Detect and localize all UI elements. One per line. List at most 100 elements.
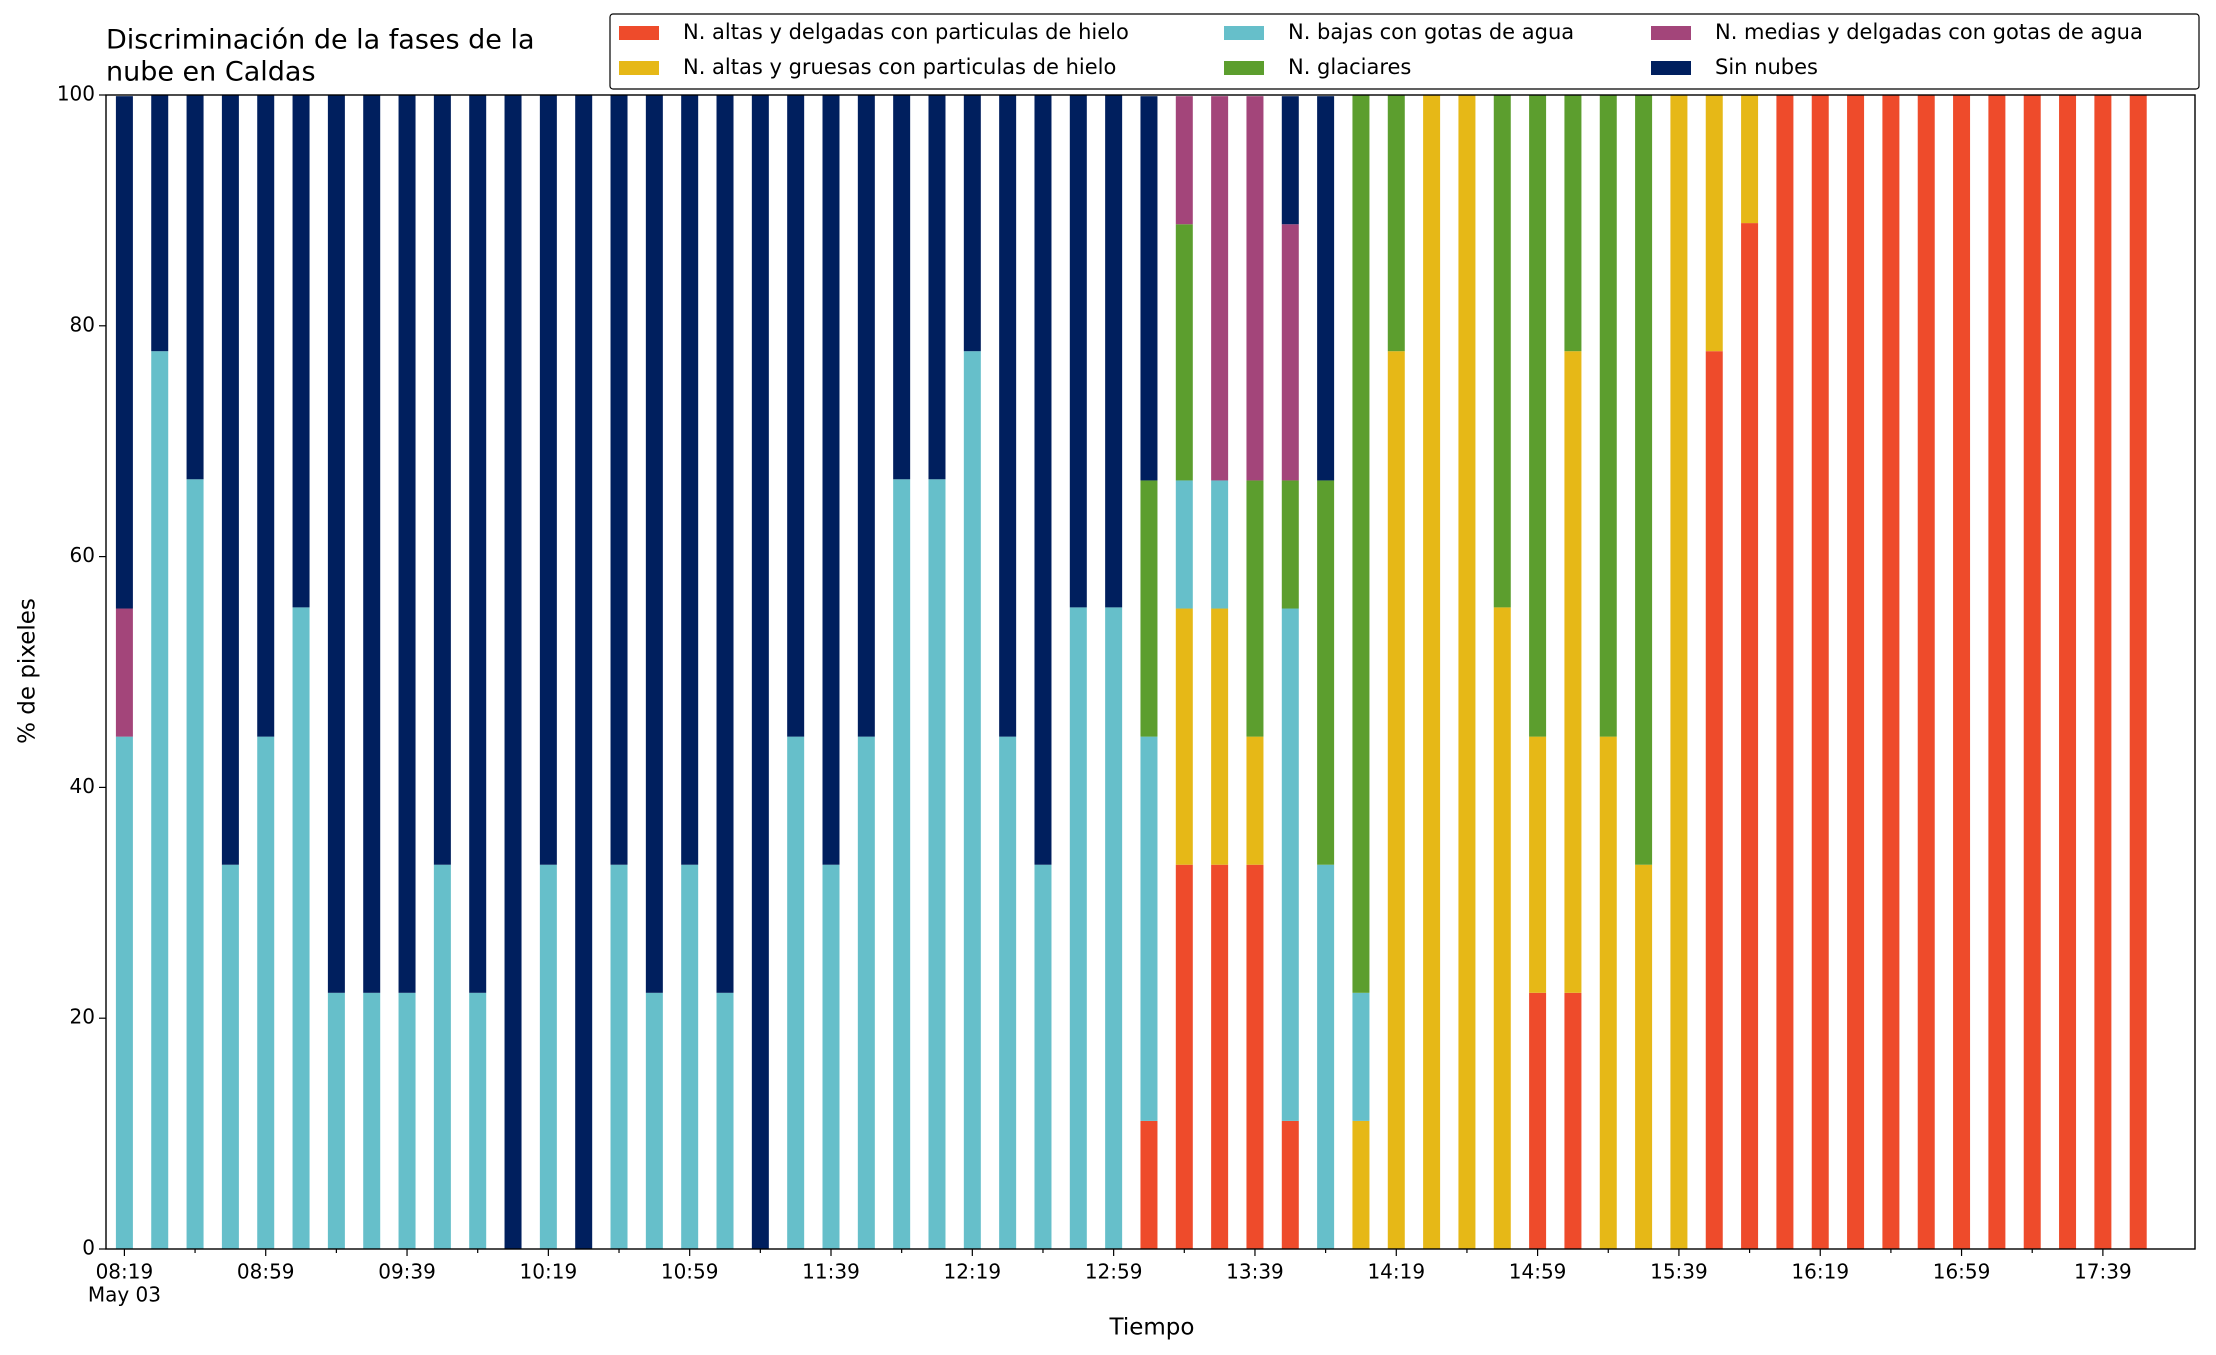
- bar-segment: [1175, 608, 1193, 865]
- y-tick-label: 0: [82, 1236, 95, 1260]
- bar-segment: [999, 736, 1017, 1249]
- x-tick-label: 10:59: [661, 1260, 719, 1284]
- bar-segment: [610, 95, 628, 865]
- bar-segment: [1317, 480, 1335, 865]
- bar-segment: [645, 95, 663, 993]
- bar-segment: [1246, 96, 1264, 481]
- bar-segment: [1741, 223, 1759, 1249]
- bar-segment: [1034, 864, 1052, 1249]
- bar-segment: [1811, 95, 1829, 1249]
- bar-segment: [1317, 96, 1335, 481]
- bar-segment: [787, 736, 805, 1249]
- x-tick-label: 12:19: [943, 1260, 1001, 1284]
- bar-segment: [1599, 736, 1617, 1249]
- legend-label: N. bajas con gotas de agua: [1288, 20, 1574, 44]
- bar-segment: [1423, 95, 1441, 1249]
- bar-segment: [186, 95, 204, 480]
- bar-segment: [327, 992, 345, 1249]
- bar-segment: [1564, 95, 1582, 352]
- bar-segment: [1281, 96, 1299, 225]
- chart-title: nube en Caldas: [106, 57, 316, 88]
- bar-segment: [1529, 95, 1547, 737]
- bar-segment: [1352, 992, 1370, 1121]
- bar-segment: [1493, 95, 1511, 608]
- bar-segment: [1140, 96, 1158, 481]
- bar-segment: [1776, 95, 1794, 1249]
- bar-segment: [1847, 95, 1865, 1249]
- bar-segment: [1105, 607, 1123, 1249]
- bar-segment: [115, 96, 133, 609]
- bar-segment: [469, 992, 487, 1249]
- bar-segment: [716, 95, 734, 993]
- bar-segment: [327, 95, 345, 993]
- y-tick-label: 60: [70, 543, 95, 567]
- bar-segment: [1705, 95, 1723, 352]
- bar-segment: [1211, 480, 1229, 609]
- bar-segment: [257, 736, 275, 1249]
- bar-segment: [1211, 96, 1229, 481]
- legend-label: N. glaciares: [1288, 55, 1411, 79]
- bar-segment: [469, 95, 487, 993]
- bar-segment: [433, 864, 451, 1249]
- bar-segment: [1352, 1120, 1370, 1249]
- bar-segment: [1246, 736, 1264, 865]
- x-tick-label: 16:19: [1791, 1260, 1849, 1284]
- bar-segment: [716, 992, 734, 1249]
- bar-segment: [1281, 480, 1299, 609]
- bar-segment: [363, 95, 381, 993]
- bar-segment: [1458, 95, 1476, 1249]
- bar-segment: [1635, 95, 1653, 865]
- legend-swatch: [619, 61, 659, 75]
- bar-segment: [1741, 95, 1759, 224]
- bar-segment: [857, 95, 875, 737]
- y-tick-label: 40: [70, 774, 95, 798]
- bar-segment: [822, 95, 840, 865]
- bar-segment: [1034, 95, 1052, 865]
- x-date-label: May 03: [88, 1283, 161, 1307]
- bar-segment: [1988, 95, 2006, 1249]
- bar-segment: [151, 95, 169, 352]
- y-axis-label: % de pixeles: [15, 598, 41, 744]
- bar-segment: [1175, 224, 1193, 481]
- x-tick-label: 08:19: [96, 1260, 154, 1284]
- bar-segment: [999, 95, 1017, 737]
- bar-segment: [1599, 95, 1617, 737]
- bar-segment: [1105, 95, 1123, 608]
- bar-segment: [433, 95, 451, 865]
- legend-label: N. altas y delgadas con particulas de hi…: [683, 20, 1129, 44]
- bar-segment: [893, 95, 911, 480]
- legend-swatch: [1224, 26, 1264, 40]
- bar-segment: [1140, 1120, 1158, 1249]
- x-tick-label: 17:39: [2074, 1260, 2132, 1284]
- legend-swatch: [1651, 61, 1691, 75]
- bar-segment: [1211, 608, 1229, 865]
- bar-segment: [1529, 736, 1547, 993]
- bar-segment: [1953, 95, 1971, 1249]
- bar-segment: [221, 95, 239, 865]
- bar-segment: [115, 608, 133, 737]
- bar-segment: [1281, 608, 1299, 1121]
- bar-segment: [928, 95, 946, 480]
- bar-segment: [2059, 95, 2077, 1249]
- bar-segment: [1635, 864, 1653, 1249]
- legend-swatch: [619, 26, 659, 40]
- bar-segment: [257, 95, 275, 737]
- legend-swatch: [1651, 26, 1691, 40]
- bar-segment: [1317, 864, 1335, 1249]
- bar-segment: [398, 95, 416, 993]
- bar-segment: [610, 864, 628, 1249]
- bar-segment: [1493, 607, 1511, 1249]
- bar-segment: [2129, 95, 2147, 1249]
- bar-segment: [1564, 351, 1582, 993]
- bar-segment: [1175, 864, 1193, 1249]
- x-tick-label: 08:59: [237, 1260, 295, 1284]
- bar-segment: [1175, 480, 1193, 609]
- bar-segment: [1387, 95, 1405, 352]
- bar-segment: [1069, 607, 1087, 1249]
- bar-segment: [1211, 864, 1229, 1249]
- bar-segment: [1387, 351, 1405, 1249]
- bar-segment: [2023, 95, 2041, 1249]
- bar-segment: [928, 479, 946, 1250]
- bar-segment: [857, 736, 875, 1249]
